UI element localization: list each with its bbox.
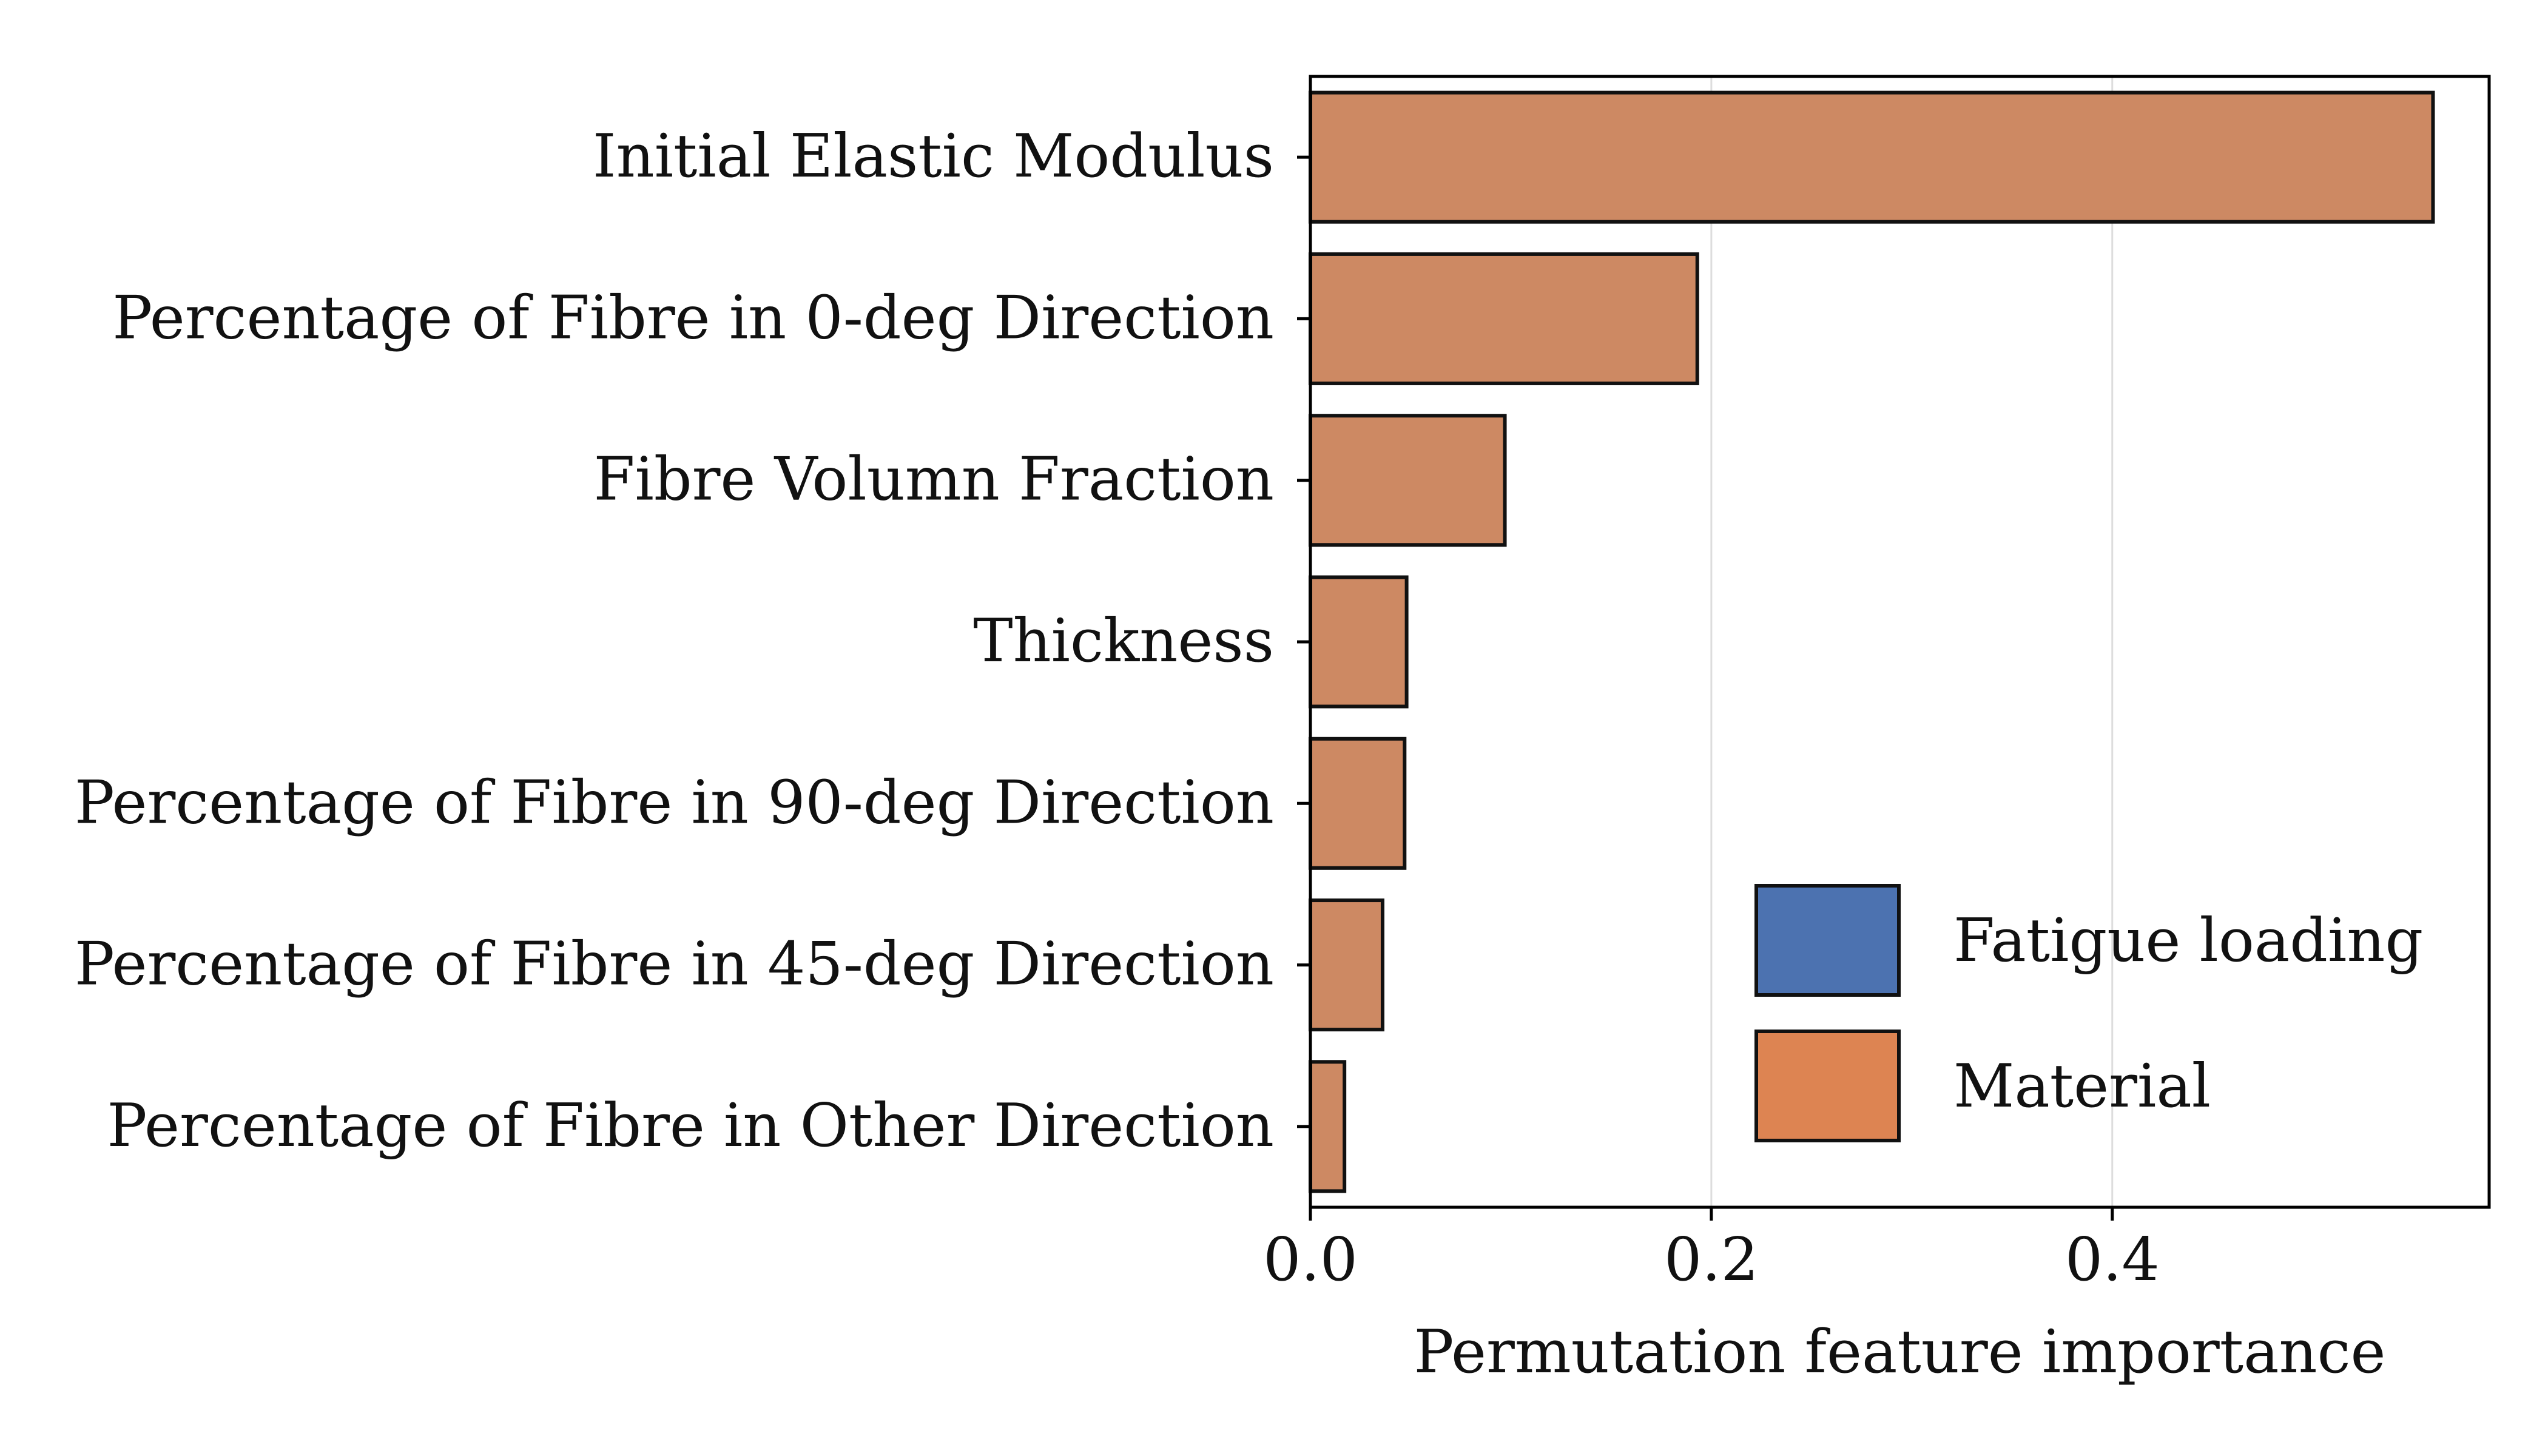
y-tick-label: Percentage of Fibre in 0-deg Direction (112, 283, 1274, 352)
y-tick-label: Percentage of Fibre in 45-deg Direction (75, 930, 1274, 999)
x-tick-label: 0.4 (2065, 1225, 2160, 1295)
grid-lines (1710, 76, 2114, 1207)
y-tick-label: Initial Elastic Modulus (593, 122, 1274, 191)
legend-label: Material (1953, 1052, 2211, 1121)
bar (1309, 575, 1409, 709)
x-axis-label: Permutation feature importance (1414, 1318, 2385, 1387)
bar (1309, 252, 1699, 385)
legend-swatch (1754, 1030, 1901, 1142)
bars (1309, 90, 2435, 1193)
y-tick-label: Percentage of Fibre in 90-deg Direction (75, 768, 1274, 837)
legend-swatch (1754, 884, 1901, 997)
y-axis-ticks: Initial Elastic Modulus Percentage of Fib… (75, 122, 1310, 1161)
y-tick-label: Fibre Volumn Fraction (594, 445, 1275, 514)
y-tick-label: Percentage of Fibre in Other Direction (107, 1091, 1275, 1161)
bar (1309, 898, 1384, 1032)
legend-label: Fatigue loading (1953, 906, 2423, 976)
x-axis-ticks: 0.0 0.2 0.4 (1263, 1207, 2160, 1295)
x-tick-label: 0.2 (1664, 1225, 1759, 1295)
bar (1309, 414, 1507, 547)
bar (1309, 736, 1407, 870)
legend: Fatigue loading Material (1754, 884, 2423, 1142)
x-tick-label: 0.0 (1263, 1225, 1358, 1295)
y-tick-label: Thickness (973, 607, 1274, 676)
bar (1309, 1060, 1347, 1193)
bar (1309, 90, 2435, 224)
